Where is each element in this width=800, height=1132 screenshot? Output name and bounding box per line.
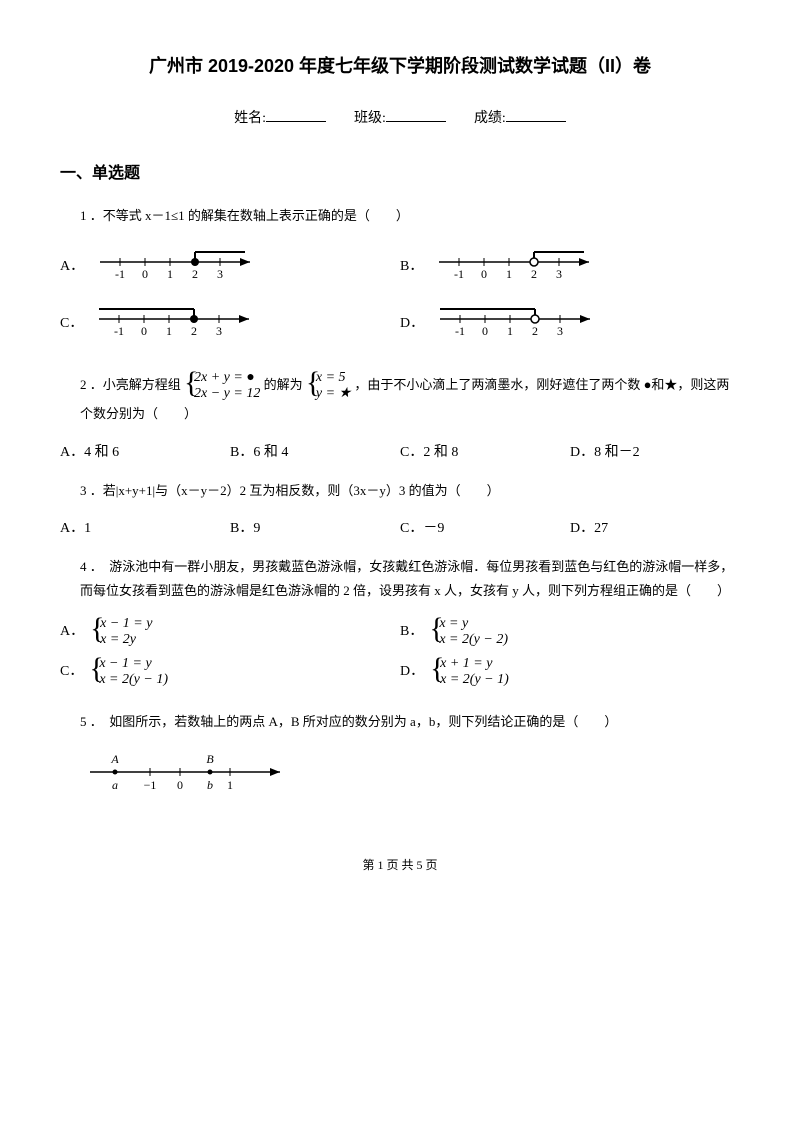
- section-title: 一、单选题: [60, 160, 740, 189]
- numline-b: -1 0 1 2 3: [429, 242, 609, 291]
- svg-text:0: 0: [141, 324, 147, 338]
- svg-text:b: b: [207, 778, 213, 792]
- q4-text: 4 ． 游泳池中有一群小朋友，男孩戴蓝色游泳帽，女孩戴红色游泳帽．每位男孩看到蓝…: [80, 555, 740, 602]
- q5-figure: A B a −1 0 b 1: [80, 747, 740, 804]
- q1-opt-a: A． -1 0 1 2 3: [60, 242, 400, 291]
- q3-opt-d: D．27: [570, 516, 740, 541]
- q4-opt-c: C． x − 1 = y x = 2(y − 1): [60, 656, 400, 688]
- svg-text:0: 0: [142, 267, 148, 281]
- q3-opt-a: A．1: [60, 516, 230, 541]
- numline-a: -1 0 1 2 3: [90, 242, 270, 291]
- svg-text:1: 1: [167, 267, 173, 281]
- q1-opt-d: D． -1 0 1 2 3: [400, 299, 740, 348]
- svg-text:3: 3: [217, 267, 223, 281]
- q1-opt-b: B． -1 0 1 2 3: [400, 242, 740, 291]
- q2-opt-c: C．2 和 8: [400, 440, 570, 465]
- svg-text:2: 2: [192, 267, 198, 281]
- page-title: 广州市 2019-2020 年度七年级下学期阶段测试数学试题（II）卷: [60, 50, 740, 82]
- name-label: 姓名:: [234, 111, 266, 126]
- svg-text:3: 3: [216, 324, 222, 338]
- svg-text:2: 2: [191, 324, 197, 338]
- svg-text:0: 0: [481, 267, 487, 281]
- svg-text:-1: -1: [115, 267, 125, 281]
- q2: 2 ．小亮解方程组 2x + y = ● 2x − y = 12 的解为 x =…: [80, 370, 740, 425]
- svg-text:0: 0: [482, 324, 488, 338]
- svg-text:2: 2: [532, 324, 538, 338]
- svg-text:0: 0: [177, 778, 183, 792]
- q4-opt-d: D． x + 1 = y x = 2(y − 1): [400, 656, 740, 688]
- q3-options: A．1 B．9 C．－9 D．27: [60, 516, 740, 541]
- numline-c: -1 0 1 2 3: [89, 299, 269, 348]
- q2-opt-d: D．8 和－2: [570, 440, 740, 465]
- q2-eq2: x = 5 y = ★: [306, 370, 351, 402]
- q5-text: 5 ． 如图所示，若数轴上的两点 A，B 所对应的数分别为 a，b，则下列结论正…: [80, 710, 740, 733]
- svg-text:-1: -1: [454, 267, 464, 281]
- class-label: 班级:: [354, 111, 386, 126]
- q3-opt-b: B．9: [230, 516, 400, 541]
- svg-text:A: A: [110, 752, 119, 766]
- page-footer: 第 1 页 共 5 页: [60, 855, 740, 877]
- svg-text:1: 1: [166, 324, 172, 338]
- svg-text:-1: -1: [114, 324, 124, 338]
- q4-opt-b: B． x = y x = 2(y − 2): [400, 616, 740, 648]
- q1-opt-c: C． -1 0 1 2 3: [60, 299, 400, 348]
- q3-opt-c: C．－9: [400, 516, 570, 541]
- q2-options: A．4 和 6 B．6 和 4 C．2 和 8 D．8 和－2: [60, 440, 740, 465]
- svg-text:-1: -1: [455, 324, 465, 338]
- svg-text:3: 3: [556, 267, 562, 281]
- score-blank: [506, 107, 566, 122]
- numline-d: -1 0 1 2 3: [430, 299, 610, 348]
- score-label: 成绩:: [474, 111, 506, 126]
- q2-opt-b: B．6 和 4: [230, 440, 400, 465]
- q3-text: 3 ．若|x+y+1|与（x－y－2）2 互为相反数，则（3x－y）3 的值为（…: [80, 479, 740, 502]
- q4-options: A． x − 1 = y x = 2y B． x = y x = 2(y − 2…: [60, 616, 740, 696]
- svg-text:1: 1: [506, 267, 512, 281]
- info-line: 姓名: 班级: 成绩:: [60, 106, 740, 131]
- svg-text:1: 1: [507, 324, 513, 338]
- class-blank: [386, 107, 446, 122]
- svg-text:3: 3: [557, 324, 563, 338]
- q2-opt-a: A．4 和 6: [60, 440, 230, 465]
- svg-text:2: 2: [531, 267, 537, 281]
- q1-options: A． -1 0 1 2 3 B． -1 0: [60, 242, 740, 356]
- q4-opt-a: A． x − 1 = y x = 2y: [60, 616, 400, 648]
- q1-text: 1 ．不等式 x－1≤1 的解集在数轴上表示正确的是（ ）: [80, 204, 740, 227]
- q2-eq1: 2x + y = ● 2x − y = 12: [184, 370, 260, 402]
- svg-text:a: a: [112, 778, 118, 792]
- svg-text:1: 1: [227, 778, 233, 792]
- svg-text:B: B: [206, 752, 214, 766]
- svg-text:−1: −1: [144, 778, 157, 792]
- name-blank: [266, 107, 326, 122]
